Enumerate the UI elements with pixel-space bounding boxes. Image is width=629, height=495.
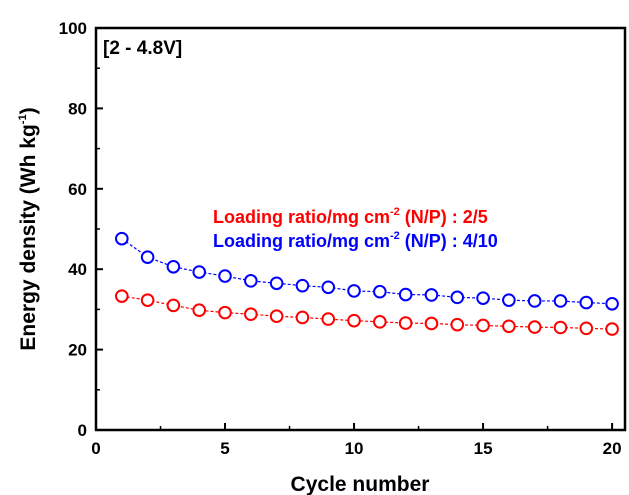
series-2-point	[244, 274, 258, 288]
series-2-point	[166, 259, 181, 274]
series-2-point	[476, 291, 490, 305]
series-1-point	[373, 315, 387, 329]
series-2-point	[398, 287, 413, 302]
series-1-point	[605, 322, 619, 336]
y-axis-title-main: Energy density (Wh kg	[17, 124, 40, 350]
series-2-point	[527, 294, 542, 308]
axes: 0 5 10 15 20 0 20 40 60 80 100	[59, 19, 622, 458]
legend-label-1-sup: -2	[390, 206, 400, 218]
legend-entry-series-1: Loading ratio/mg cm-2 (N/P) : 2/5	[213, 206, 488, 227]
series-2-point	[115, 231, 129, 246]
plot-frame	[94, 26, 627, 432]
legend-label-1-main: Loading ratio/mg cm	[213, 207, 390, 227]
series-2-point	[140, 250, 155, 264]
series-2-point	[321, 280, 336, 295]
series-2-point	[579, 295, 594, 310]
y-axis-title-end: )	[17, 107, 40, 114]
y-tick-label: 40	[68, 260, 87, 279]
series-1-point	[269, 309, 284, 324]
y-tick-label: 0	[78, 421, 87, 440]
series-1-point	[579, 321, 594, 336]
series-1-point	[115, 289, 129, 303]
series-1-point	[450, 317, 465, 332]
x-tick-label: 10	[345, 439, 364, 458]
legend-label-2-end: (N/P) : 4/10	[400, 231, 498, 251]
legend-label-2-main: Loading ratio/mg cm	[213, 231, 390, 251]
series-2-point	[373, 284, 387, 299]
series-2-point	[192, 265, 207, 279]
legend-label-1-end: (N/P) : 2/5	[400, 207, 488, 227]
series-1-point	[527, 320, 542, 334]
series-2-point	[605, 296, 619, 311]
series-2-point	[347, 284, 361, 298]
x-axis-title: Cycle number	[291, 473, 430, 495]
series-1-point	[166, 298, 181, 313]
series-2-point	[218, 269, 232, 283]
series-1-point	[476, 318, 490, 333]
y-tick-label: 80	[68, 99, 87, 118]
series-1-point	[218, 305, 232, 320]
y-tick-label: 60	[68, 180, 87, 199]
series-2-point	[502, 293, 516, 307]
series-1-point	[398, 316, 413, 330]
series-2-point	[450, 290, 465, 305]
y-tick-label: 100	[59, 19, 87, 38]
legend-label-2-sup: -2	[390, 230, 400, 242]
series-2-point	[424, 288, 439, 302]
x-tick-label: 5	[220, 439, 229, 458]
series-1-point	[553, 320, 568, 335]
legend-entry-series-2: Loading ratio/mg cm-2 (N/P) : 4/10	[213, 230, 498, 251]
series-2	[115, 231, 619, 311]
y-tick-label: 20	[68, 341, 87, 360]
series-1-point	[321, 312, 336, 326]
x-tick-label: 20	[603, 439, 622, 458]
series-2-point	[553, 294, 568, 308]
y-axis-title: Energy density (Wh kg-1)	[17, 107, 40, 350]
series-1-point	[502, 319, 516, 334]
series-1-point	[192, 303, 207, 318]
series-layer	[115, 231, 619, 336]
series-2-point	[269, 276, 284, 291]
series-1-point	[424, 316, 439, 331]
series-1-point	[295, 310, 310, 325]
x-tick-label: 15	[474, 439, 493, 458]
series-1-point	[140, 293, 155, 307]
series-2-point	[295, 278, 310, 293]
legend: Loading ratio/mg cm-2 (N/P) : 2/5 Loadin…	[213, 206, 498, 251]
series-1-point	[347, 313, 361, 328]
series-1	[115, 289, 619, 336]
x-tick-label: 0	[91, 439, 100, 458]
series-1-point	[244, 307, 258, 322]
y-axis-title-sup: -1	[17, 114, 29, 124]
voltage-range-annotation: [2 - 4.8V]	[103, 38, 182, 59]
